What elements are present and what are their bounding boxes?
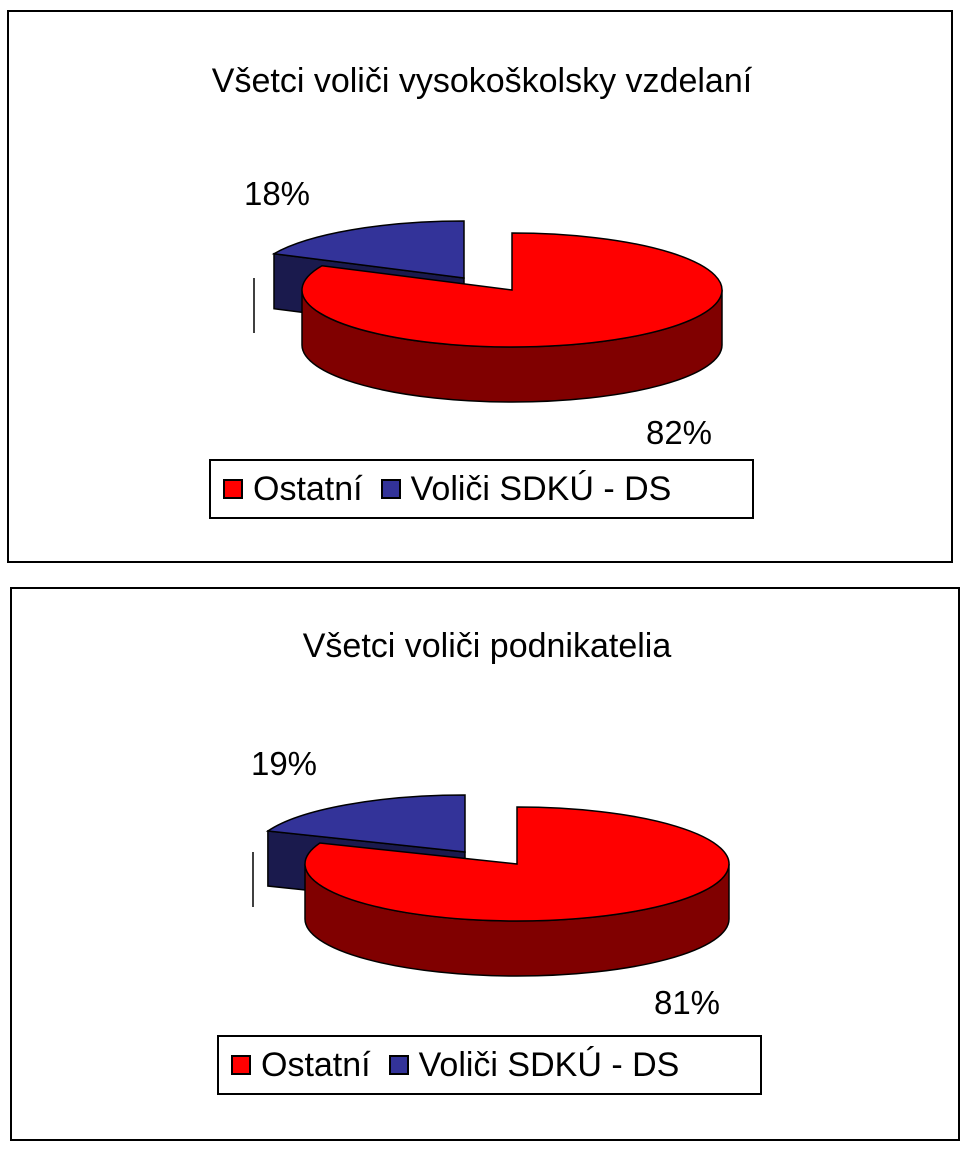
legend-label-volici-sdku-ds: Voliči SDKÚ - DS <box>418 1045 680 1084</box>
slice-label-ostatni: 81% <box>654 984 720 1021</box>
chart-panel-higher-education: Všetci voliči vysokoškolsky vzdelaní 18%… <box>7 10 953 563</box>
pie-chart-svg: Všetci voliči podnikatelia 19% 81% <box>251 627 730 1021</box>
chart-panel-entrepreneurs: Všetci voliči podnikatelia 19% 81% Ostat… <box>10 587 960 1141</box>
legend-swatch-ostatni <box>231 1055 251 1075</box>
legend-label-ostatni: Ostatní <box>253 469 363 508</box>
pie-slice-ostatni <box>304 806 730 922</box>
pie-chart-svg: Všetci voliči vysokoškolsky vzdelaní 18%… <box>212 62 753 451</box>
chart-title: Všetci voliči podnikatelia <box>303 627 672 665</box>
slice-label-volici-sdku-ds: 19% <box>251 745 317 782</box>
legend-swatch-ostatni <box>223 479 243 499</box>
chart-title: Všetci voliči vysokoškolsky vzdelaní <box>212 62 753 100</box>
slice-label-ostatni: 82% <box>646 414 712 451</box>
chart-legend: Ostatní Voliči SDKÚ - DS <box>209 459 754 519</box>
legend-item-volici-sdku-ds: Voliči SDKÚ - DS <box>388 1045 680 1085</box>
chart-legend: Ostatní Voliči SDKÚ - DS <box>217 1035 762 1095</box>
legend-label-ostatni: Ostatní <box>261 1045 371 1084</box>
pie-3d <box>253 220 723 403</box>
pie-slice-ostatni <box>301 232 723 348</box>
legend-item-ostatni: Ostatní <box>223 470 363 509</box>
slice-label-volici-sdku-ds: 18% <box>244 175 310 212</box>
pie-3d <box>252 794 730 977</box>
pie-slice-volici-sdku-ds <box>271 220 465 279</box>
legend-item-volici-sdku-ds: Voliči SDKÚ - DS <box>380 469 672 509</box>
legend-label-volici-sdku-ds: Voliči SDKÚ - DS <box>410 469 672 508</box>
legend-swatch-volici-sdku-ds <box>380 479 401 499</box>
legend-swatch-volici-sdku-ds <box>388 1055 409 1075</box>
legend-item-ostatni: Ostatní <box>231 1046 371 1085</box>
pie-slice-volici-sdku-ds <box>265 794 466 853</box>
